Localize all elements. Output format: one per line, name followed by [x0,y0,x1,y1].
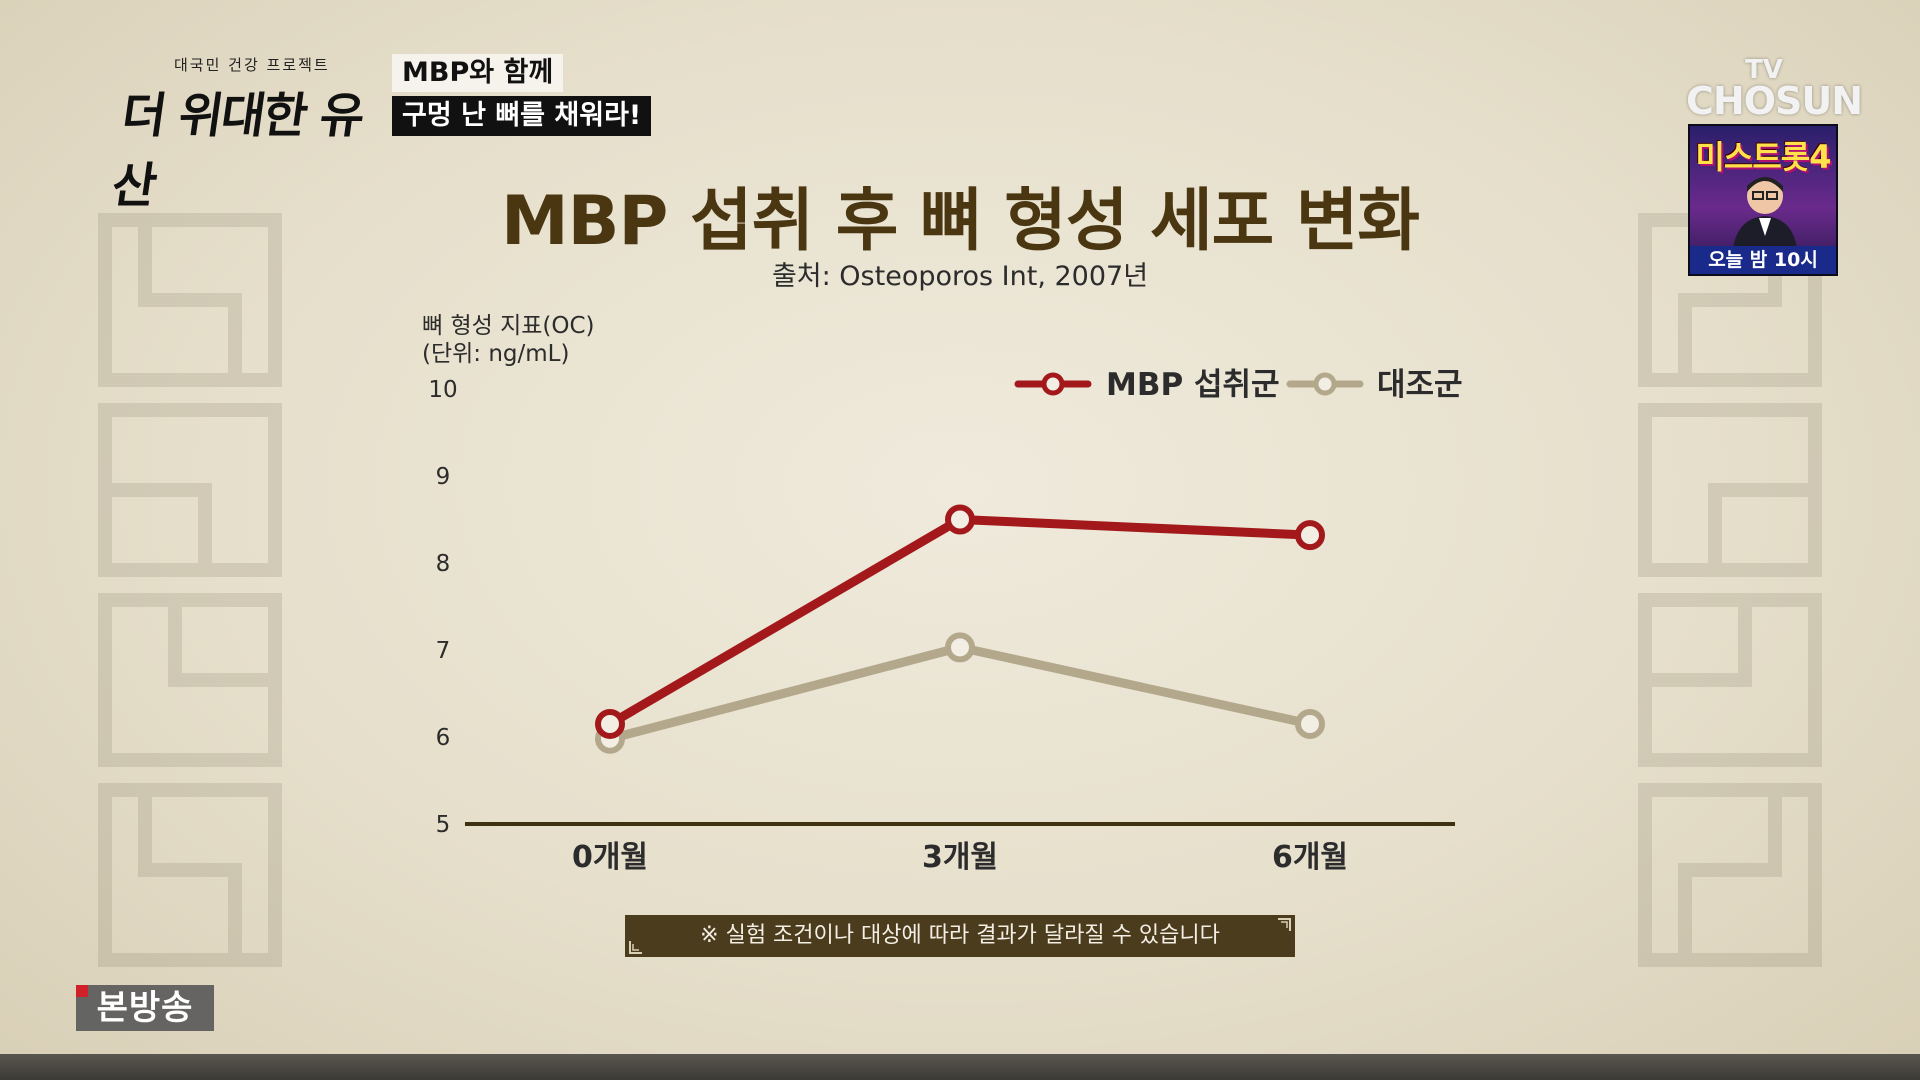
legend-marker [1041,372,1065,396]
y-axis-label: 뼈 형성 지표(OC) (단위: ng/mL) [422,312,595,368]
y-tick-label: 8 [436,551,451,577]
caption-line-2: 구멍 난 뼈를 채워라! [392,96,652,136]
y-axis-label-line1: 뼈 형성 지표(OC) [422,313,595,339]
show-logo: 대국민 건강 프로젝트 더 위대한 유산 [108,50,380,214]
legend-label: 대조군 [1377,367,1463,403]
corner-ornament-icon [1278,918,1291,931]
corner-ornament-icon [629,941,642,954]
promo-title: 미스트롯4 [1695,138,1831,176]
broadcast-badge-label: 본방송 [96,988,194,1028]
data-point [945,504,975,535]
channel-logo-tv: TV [1745,55,1783,85]
y-axis-label-line2: (단위: ng/mL) [422,341,570,367]
data-point [1295,520,1325,551]
caption-line-1: MBP와 함께 [392,54,564,92]
legend-marker [1313,372,1337,396]
badge-corner-mark [76,985,88,997]
y-tick-label: 9 [436,464,451,490]
y-tick-label: 10 [428,377,457,403]
channel-logo-name: CHOSUN [1686,78,1863,123]
data-point [1295,708,1325,739]
legend-label: MBP 섭취군 [1106,367,1280,403]
promo-thumbnail: 미스트롯4 오늘 밤 10시 [1688,124,1838,276]
x-tick-label: 6개월 [1272,840,1348,875]
y-tick-label: 5 [436,812,451,838]
lattice-pattern-left [98,213,282,967]
chart-title: MBP 섭취 후 뼈 형성 세포 변화 [501,182,1420,261]
channel-logo: TV CHOSUN [1686,55,1863,123]
presenter-portrait-icon [1733,177,1797,248]
chart-source: 출처: Osteoporos Int, 2007년 [771,261,1149,292]
disclaimer-note: ※ 실험 조건이나 대상에 따라 결과가 달라질 수 있습니다 [625,915,1295,957]
y-tick-label: 6 [436,725,451,751]
disclaimer-text: ※ 실험 조건이나 대상에 따라 결과가 달라질 수 있습니다 [700,923,1220,948]
broadcast-badge: 본방송 [76,985,214,1031]
data-point [945,632,975,663]
series-line [605,515,1315,729]
x-tick-label: 0개월 [572,840,648,875]
bottom-band [0,1054,1920,1080]
promo-time: 오늘 밤 10시 [1690,246,1836,274]
show-logo-tagline: 대국민 건강 프로젝트 [174,56,330,74]
data-point [595,708,625,739]
y-tick-label: 7 [436,638,451,664]
x-tick-label: 3개월 [922,840,998,875]
